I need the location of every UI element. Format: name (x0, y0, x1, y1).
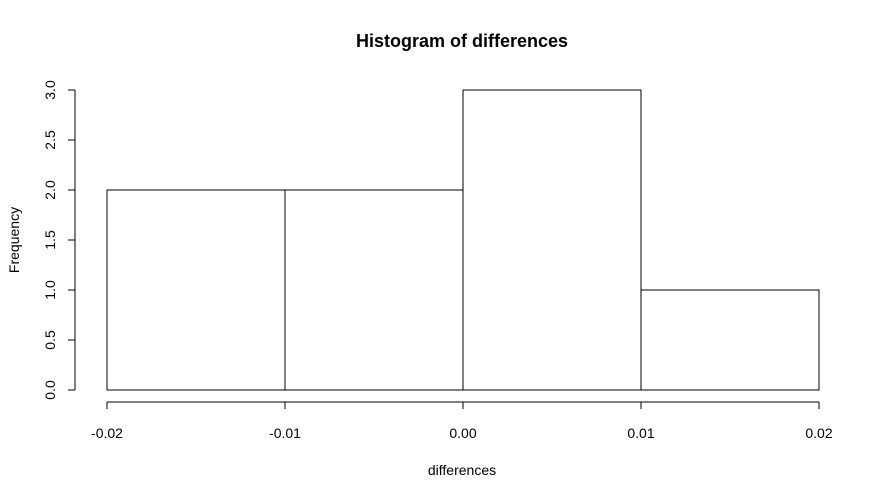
x-axis-label: differences (428, 462, 496, 478)
x-tick-label: -0.02 (91, 425, 123, 441)
y-tick-label: 0.0 (42, 380, 58, 400)
y-tick-label: 0.5 (42, 330, 58, 350)
y-tick-label: 2.5 (42, 130, 58, 150)
chart-title: Histogram of differences (356, 31, 568, 51)
bar (640, 289, 820, 391)
x-tick-label: 0.02 (805, 425, 832, 441)
y-tick-label: 3.0 (42, 80, 58, 100)
x-tick-label: 0.00 (449, 425, 476, 441)
bar (106, 189, 286, 391)
bar (284, 189, 464, 391)
y-tick-label: 2.0 (42, 180, 58, 200)
y-tick-label: 1.0 (42, 280, 58, 300)
y-tick-label: 1.5 (42, 230, 58, 250)
x-tick-label: -0.01 (269, 425, 301, 441)
bar (462, 89, 642, 391)
y-axis-label: Frequency (6, 207, 22, 273)
x-tick-label: 0.01 (627, 425, 654, 441)
